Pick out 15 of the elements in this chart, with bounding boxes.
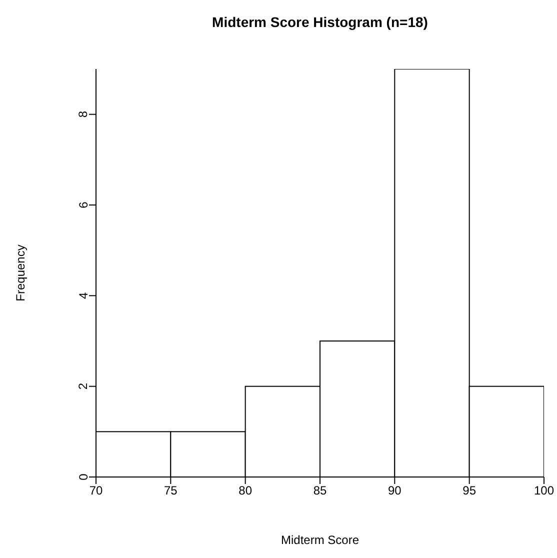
x-tick-label: 75 — [164, 484, 178, 498]
x-tick-label: 70 — [89, 484, 103, 498]
y-tick-label: 6 — [76, 201, 90, 208]
x-axis-title: Midterm Score — [280, 533, 360, 547]
y-tick-label: 4 — [76, 292, 90, 300]
y-tick-label: 0 — [76, 473, 90, 480]
x-tick-label: 85 — [313, 484, 327, 498]
x-tick-label: 95 — [462, 484, 476, 498]
x-tick-label: 100 — [534, 484, 554, 498]
x-tick-label: 80 — [238, 484, 252, 498]
y-axis-title: Frequency — [13, 244, 28, 302]
chart-title: Midterm Score Histogram (n=18) — [211, 14, 429, 30]
x-tick-label: 90 — [388, 484, 402, 498]
y-tick-label: 2 — [76, 382, 90, 390]
y-tick-label: 8 — [76, 110, 90, 118]
